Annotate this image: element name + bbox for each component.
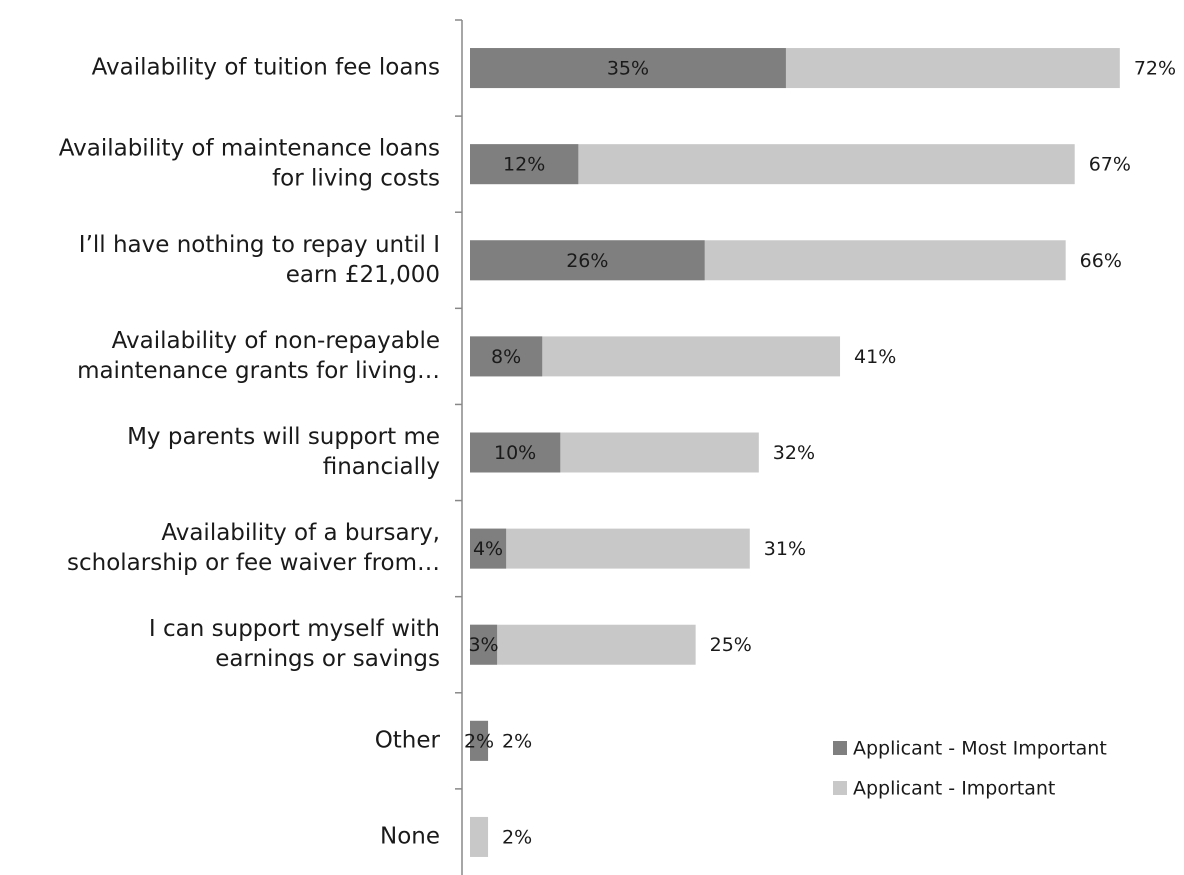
value-label: 2% <box>464 730 494 752</box>
value-label: 67% <box>1089 154 1131 176</box>
category-label: I can support myself with <box>149 616 440 642</box>
category-label: scholarship or fee waiver from… <box>67 550 440 576</box>
value-label: 12% <box>503 154 545 176</box>
value-label: 2% <box>502 730 532 752</box>
value-label: 31% <box>764 538 806 560</box>
value-label: 35% <box>607 58 649 80</box>
category-label: earn £21,000 <box>286 262 440 288</box>
legend-label: Applicant - Most Important <box>853 738 1107 760</box>
category-label: for living costs <box>272 166 440 192</box>
category-label: Other <box>375 727 441 753</box>
category-label: financially <box>323 454 440 480</box>
category-label: Availability of maintenance loans <box>59 136 440 162</box>
value-label: 26% <box>566 250 608 272</box>
bar <box>470 528 507 569</box>
bar <box>470 624 498 665</box>
bar <box>470 816 489 857</box>
value-label: 4% <box>473 538 503 560</box>
bar <box>470 624 696 665</box>
legend-swatch <box>833 741 847 755</box>
value-label: 8% <box>491 346 521 368</box>
bar <box>470 528 750 569</box>
value-label: 25% <box>710 634 752 656</box>
category-label: Availability of tuition fee loans <box>92 55 440 81</box>
legend-swatch <box>833 781 847 795</box>
category-label: maintenance grants for living… <box>77 358 440 384</box>
category-label: None <box>380 823 440 849</box>
bar <box>470 336 543 377</box>
category-label: earnings or savings <box>215 646 440 672</box>
value-label: 10% <box>494 442 536 464</box>
bar <box>470 48 786 89</box>
bar <box>470 720 489 761</box>
bar <box>470 432 561 473</box>
legend-label: Applicant - Important <box>853 778 1055 800</box>
value-label: 32% <box>773 442 815 464</box>
bar <box>470 144 579 185</box>
value-label: 2% <box>502 826 532 848</box>
value-label: 3% <box>468 634 498 656</box>
category-label: Availability of a bursary, <box>161 520 440 546</box>
value-label: 41% <box>854 346 896 368</box>
bar <box>470 240 705 281</box>
category-label: Availability of non-repayable <box>112 328 440 354</box>
category-label: I’ll have nothing to repay until I <box>79 232 440 258</box>
category-label: My parents will support me <box>127 424 440 450</box>
value-label: 72% <box>1134 58 1176 80</box>
value-label: 66% <box>1080 250 1122 272</box>
